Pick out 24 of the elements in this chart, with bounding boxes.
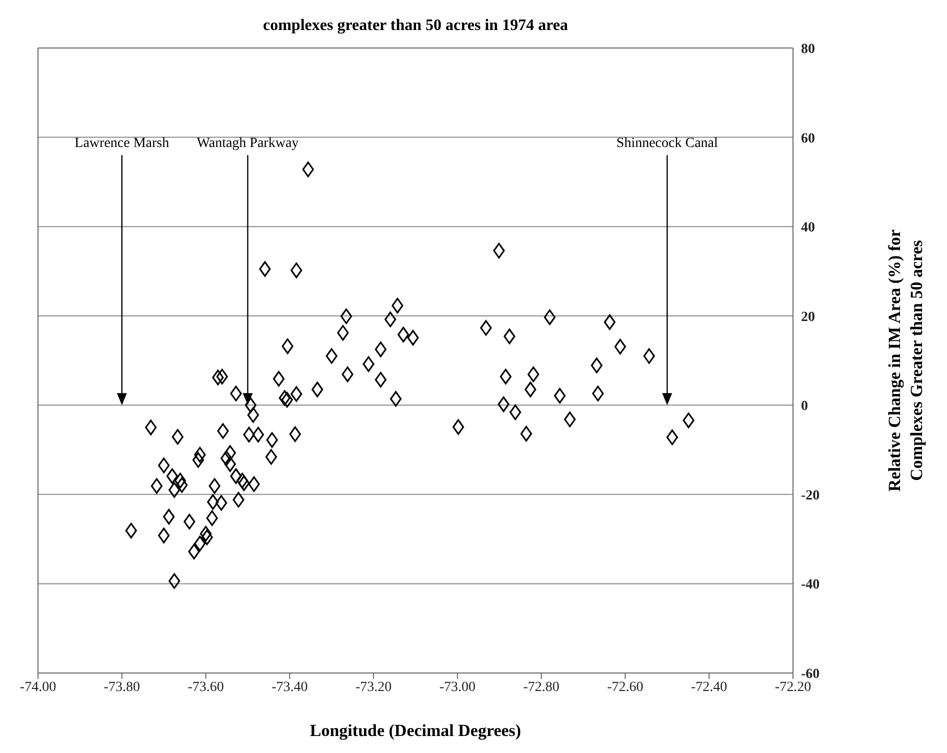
- y-tick-label: 60: [801, 131, 815, 146]
- x-tick-label: -73.80: [104, 680, 140, 695]
- x-tick-label: -73.60: [188, 680, 224, 695]
- chart-title: complexes greater than 50 acres in 1974 area: [263, 17, 568, 34]
- y-tick-label: -60: [801, 666, 820, 682]
- x-tick-label: -73.20: [355, 680, 392, 695]
- y-tick-label: 20: [801, 310, 815, 325]
- y-tick-label: -20: [801, 488, 820, 504]
- y-tick-label: 0: [801, 399, 808, 414]
- y-tick-label: 40: [801, 220, 815, 236]
- ref-line-label: Shinnecock Canal: [616, 136, 718, 152]
- x-axis-title: Longitude (Decimal Degrees): [310, 721, 522, 740]
- y-axis-title: Relative Change in IM Area (%) for Complexes Greater than 50 acres: [885, 228, 926, 492]
- x-tick-label: -73.40: [272, 680, 308, 695]
- x-tick-label: -73.00: [439, 680, 476, 695]
- ref-line-label: Lawrence Marsh: [74, 136, 170, 152]
- x-tick-label: -72.60: [607, 680, 644, 695]
- y-tick-label: 80: [801, 42, 815, 57]
- ref-line-label: Wantagh Parkway: [196, 136, 299, 152]
- x-tick-label: -72.20: [774, 680, 812, 695]
- y-tick-label: -40: [801, 578, 820, 593]
- x-tick-label: -74.00: [20, 680, 56, 695]
- x-tick-label: -72.40: [691, 680, 728, 695]
- x-tick-label: -72.80: [523, 680, 560, 695]
